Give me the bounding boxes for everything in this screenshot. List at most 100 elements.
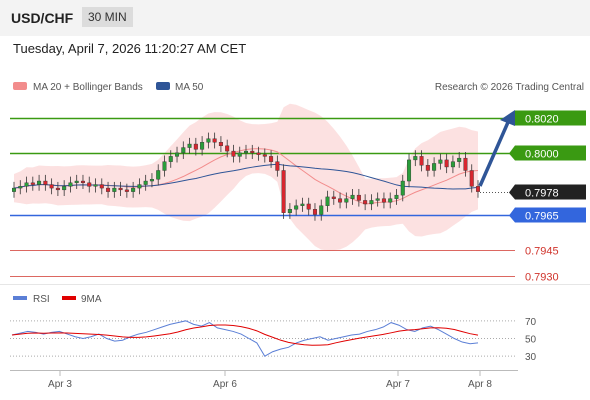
candle	[369, 194, 374, 211]
candle	[124, 183, 129, 198]
candle	[11, 181, 16, 198]
candle	[375, 192, 380, 207]
candle	[237, 146, 242, 163]
level-label-3: 0.7965	[525, 211, 559, 223]
candle	[231, 144, 236, 163]
candle	[413, 150, 418, 167]
candle	[432, 157, 437, 177]
candle	[331, 190, 336, 205]
bollinger-band	[14, 103, 478, 251]
candle	[444, 153, 449, 174]
ma50-line	[13, 163, 479, 190]
x-tick-label-0: Apr 3	[48, 379, 72, 390]
candle	[476, 180, 481, 198]
candle	[294, 199, 299, 216]
candle	[312, 203, 317, 221]
candle	[87, 176, 92, 193]
candle	[243, 144, 248, 160]
candle	[55, 181, 60, 197]
chart-header: USD/CHF 30 MIN	[0, 0, 590, 36]
candle	[137, 178, 142, 195]
level-label-5: 0.7930	[525, 272, 559, 284]
candle	[131, 181, 136, 198]
rsi-ma-legend-label: 9MA	[81, 294, 102, 305]
candle	[68, 176, 73, 193]
rsi-ma-legend-swatch	[62, 296, 76, 300]
candle	[112, 181, 117, 198]
level-badge-2	[515, 184, 586, 200]
rsi-legend-label: RSI	[33, 294, 50, 305]
candle	[93, 178, 98, 193]
candle	[149, 173, 154, 188]
forecast-arrow-head	[500, 110, 515, 126]
rsi-line	[11, 320, 479, 357]
candle	[381, 192, 386, 209]
level-badge-0	[515, 110, 586, 126]
rsi-ma-line	[11, 324, 479, 346]
level-badge-1	[515, 145, 586, 161]
candle	[74, 174, 79, 189]
x-tick-label-2: Apr 7	[386, 379, 410, 390]
timeframe-button[interactable]: 30 MIN	[82, 7, 133, 27]
candle	[394, 188, 399, 205]
candle	[287, 203, 292, 219]
candle	[300, 197, 305, 212]
candle	[256, 146, 261, 161]
candle	[275, 155, 280, 177]
candle	[106, 181, 111, 198]
x-tick-label-3: Apr 8	[468, 379, 492, 390]
candle	[363, 194, 368, 211]
candle	[80, 174, 85, 189]
rsi-chart: RSI 9MA 70 50 30 Apr 3 Apr 6 Apr 7 Apr 8	[10, 294, 537, 390]
candle	[338, 192, 343, 209]
candle	[356, 188, 361, 207]
candle	[118, 181, 123, 197]
candle	[187, 137, 192, 154]
rsi-tick-label-1: 50	[525, 335, 537, 346]
ma50-legend-label: MA 50	[175, 82, 204, 93]
candle	[262, 148, 267, 163]
ma20-legend-swatch	[13, 82, 27, 90]
candle	[281, 164, 286, 219]
price-chart: MA 20 + Bollinger Bands MA 50 Research ©…	[0, 82, 590, 285]
candle	[225, 139, 230, 158]
candle	[175, 146, 180, 163]
candle	[350, 188, 355, 205]
candle	[24, 176, 29, 193]
timestamp: Tuesday, April 7, 2026 11:20:27 AM CET	[13, 41, 247, 56]
forecast-arrow	[478, 119, 511, 187]
candle	[419, 150, 424, 172]
level-label-1: 0.8000	[525, 149, 559, 161]
credit-text: Research © 2026 Trading Central	[435, 82, 584, 93]
candle	[200, 136, 205, 156]
candle	[388, 192, 393, 209]
candle	[156, 164, 161, 186]
candle	[438, 153, 443, 170]
candle	[469, 164, 474, 193]
candle	[99, 178, 104, 195]
level-label-4: 0.7945	[525, 246, 559, 258]
candle	[181, 141, 186, 160]
candle	[269, 150, 274, 168]
candle	[463, 151, 468, 177]
candle	[457, 151, 462, 168]
rsi-tick-label-0: 70	[525, 317, 537, 328]
candle	[143, 174, 148, 191]
candle	[400, 174, 405, 202]
candle	[37, 174, 42, 191]
candle	[168, 150, 173, 168]
candle	[49, 178, 54, 195]
level-badge-3	[515, 207, 586, 223]
candle	[206, 132, 211, 149]
rsi-tick-label-2: 30	[525, 352, 537, 363]
candle	[344, 192, 349, 209]
candle	[319, 199, 324, 221]
candle	[425, 159, 430, 177]
candle	[18, 180, 23, 195]
symbol-label: USD/CHF	[11, 10, 74, 26]
candle	[450, 155, 455, 174]
candle	[306, 197, 311, 216]
ma20-legend-label: MA 20 + Bollinger Bands	[33, 82, 143, 93]
ma50-legend-swatch	[156, 82, 170, 90]
candle	[218, 136, 223, 152]
